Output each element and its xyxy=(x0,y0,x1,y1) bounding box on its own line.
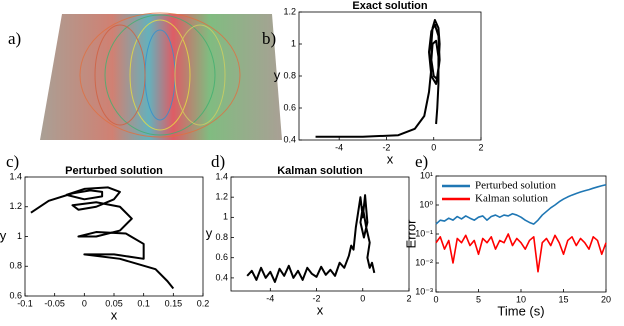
data-line xyxy=(435,183,607,225)
x-tick-label: 0.05 xyxy=(105,298,123,308)
panel-label: c) xyxy=(6,152,19,171)
axes-box xyxy=(298,11,482,141)
data-line xyxy=(435,233,607,273)
y-tick-label: 0.8 xyxy=(283,70,296,80)
y-tick-label: 0.8 xyxy=(9,261,22,271)
y-axis-label: y xyxy=(206,225,213,240)
y-tick-label: 0.6 xyxy=(215,252,228,262)
x-tick-label: 0 xyxy=(431,142,436,152)
x-tick-label: 5 xyxy=(476,294,481,304)
x-tick-label: 0.2 xyxy=(197,298,210,308)
x-tick-label: 0.15 xyxy=(165,298,183,308)
x-axis-label: x xyxy=(387,151,394,166)
y-tick-label: 0.4 xyxy=(283,134,296,144)
x-tick-label: 0.1 xyxy=(137,298,150,308)
x-axis-label: Time (s) xyxy=(497,303,544,318)
data-line xyxy=(30,186,175,290)
legend-label: Perturbed solution xyxy=(475,180,556,192)
streamline-image xyxy=(40,12,282,140)
y-tick-label: 1 xyxy=(291,38,296,48)
x-axis-label: x xyxy=(317,302,324,317)
y-tick-label: 0.6 xyxy=(283,102,296,112)
x-tick-label: -2 xyxy=(313,293,321,303)
x-tick-label: 20 xyxy=(601,294,611,304)
x-tick-label: 0 xyxy=(360,293,365,303)
y-tick-label: 1.4 xyxy=(9,171,22,181)
chart-title: Perturbed solution xyxy=(65,165,163,177)
x-tick-label: -4 xyxy=(335,142,343,152)
y-tick-label: 10¹ xyxy=(420,170,433,180)
y-tick-label: 1.2 xyxy=(283,6,296,16)
data-line xyxy=(246,194,376,283)
x-tick-label: -0.05 xyxy=(44,298,65,308)
y-tick-label: 0.8 xyxy=(215,232,228,242)
chart-title: Kalman solution xyxy=(277,165,363,177)
chart-title: Exact solution xyxy=(352,0,427,12)
y-tick-label: 1 xyxy=(17,231,22,241)
y-tick-label: 10⁻³ xyxy=(415,286,433,296)
x-tick-label: 10 xyxy=(516,294,526,304)
y-tick-label: 10⁻¹ xyxy=(415,228,433,238)
panel-label: d) xyxy=(211,152,225,171)
axes-box xyxy=(24,176,204,297)
x-tick-label: -2 xyxy=(382,142,390,152)
x-tick-label: 2 xyxy=(478,142,483,152)
y-tick-label: 0.4 xyxy=(215,272,228,282)
y-tick-label: 0.6 xyxy=(9,290,22,300)
x-tick-label: 0 xyxy=(433,294,438,304)
x-axis-label: x xyxy=(111,307,118,322)
x-tick-label: 2 xyxy=(406,293,411,303)
y-axis-label: y xyxy=(0,228,7,243)
panel-label: e) xyxy=(415,152,428,171)
y-axis-label: y xyxy=(274,67,281,82)
y-tick-label: 1.2 xyxy=(9,201,22,211)
panel-label: b) xyxy=(262,29,276,48)
y-tick-label: 1.4 xyxy=(215,171,228,181)
x-tick-label: -4 xyxy=(266,293,274,303)
y-tick-label: 10⁰ xyxy=(419,199,433,209)
y-tick-label: 1.2 xyxy=(215,192,228,202)
x-tick-label: 0 xyxy=(82,298,87,308)
legend-label: Kalman solution xyxy=(475,193,549,205)
y-axis-label: Error xyxy=(403,219,418,249)
x-tick-label: -0.1 xyxy=(17,298,33,308)
y-tick-label: 1 xyxy=(223,212,228,222)
panel-label: a) xyxy=(8,29,21,48)
y-tick-label: 10⁻² xyxy=(415,257,433,267)
data-line xyxy=(315,19,441,138)
x-tick-label: 15 xyxy=(558,294,568,304)
axes-box xyxy=(230,176,410,292)
